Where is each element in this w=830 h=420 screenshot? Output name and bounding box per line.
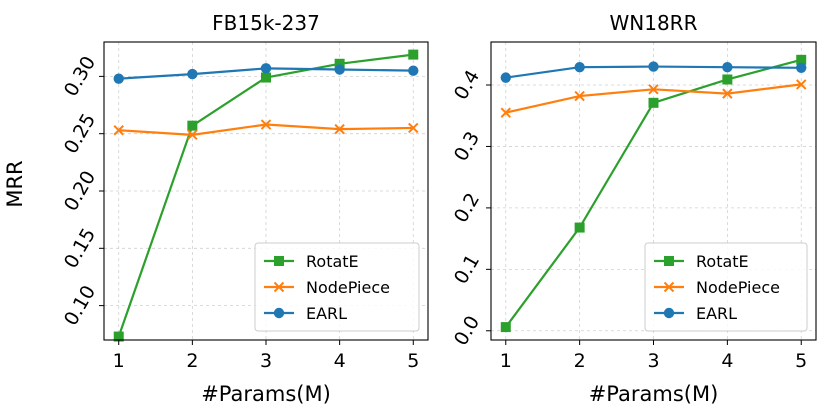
data-point [648, 97, 659, 108]
data-point [500, 72, 511, 83]
data-point [334, 58, 345, 69]
data-point [722, 88, 733, 99]
chart-fb15k-237: 1 2 3 4 5 0.10 0.15 0.20 0.25 0.30 FB15k-237 #Param… [3, 11, 429, 406]
data-point [187, 129, 198, 141]
legend-label: NodePiece [306, 278, 390, 297]
legend-label: EARL [696, 304, 737, 323]
y-tick-label: 0.0 [450, 312, 484, 349]
data-point [648, 84, 659, 95]
legend: RotatE NodePiece EARL [644, 242, 808, 332]
chart-title: WN18RR [610, 11, 698, 35]
data-point [408, 122, 419, 134]
data-point [796, 79, 807, 90]
data-point [796, 54, 807, 65]
data-point [500, 322, 511, 333]
legend: RotatE NodePiece EARL [254, 242, 420, 332]
y-tick-label: 0.15 [60, 224, 100, 272]
y-tick-label: 0.4 [450, 66, 484, 103]
data-point [796, 62, 807, 74]
legend-entry-rotate: RotatE [654, 252, 749, 271]
legend-entry-earl: EARL [264, 304, 347, 323]
series-earl [500, 61, 807, 83]
x-tick-label: 1 [500, 350, 512, 372]
data-point [648, 61, 659, 72]
legend-marker [273, 307, 285, 319]
y-axis-title: MRR [3, 160, 27, 207]
data-point [260, 63, 272, 74]
x-axis-title: #Params(M) [201, 382, 331, 406]
data-point [500, 107, 511, 118]
x-tick-label: 1 [113, 350, 125, 372]
legend-label: EARL [306, 304, 347, 323]
x-tick-label: 3 [260, 350, 272, 372]
data-point [574, 222, 585, 233]
legend-marker [274, 256, 284, 266]
series-earl [113, 63, 419, 84]
x-tick-label: 4 [721, 350, 733, 372]
legend-entry-rotate: RotatE [264, 252, 359, 271]
y-tick-label: 0.3 [450, 128, 484, 165]
data-point [113, 331, 124, 342]
y-tick-label: 0.30 [60, 53, 100, 101]
data-point [187, 68, 198, 80]
x-tick-label: 5 [795, 350, 807, 372]
data-point [574, 61, 585, 73]
legend-entry-nodepiece: NodePiece [264, 278, 390, 297]
data-point [408, 65, 419, 76]
data-point [187, 120, 198, 131]
legend-frame [644, 242, 808, 332]
legend-frame [254, 242, 420, 332]
data-point [260, 119, 272, 130]
data-point [113, 125, 124, 136]
y-tick-label: 0.25 [60, 110, 100, 158]
data-point [113, 73, 124, 84]
data-point [261, 72, 271, 83]
data-point [574, 90, 585, 102]
y-tick-label: 0.1 [450, 251, 484, 288]
legend-label: RotatE [306, 252, 359, 271]
x-tick-label: 4 [334, 350, 346, 372]
chart-title: FB15k-237 [212, 11, 320, 35]
legend-label: NodePiece [696, 278, 780, 297]
chart-wn18rr: 1 2 3 4 5 0.0 0.1 0.2 0.3 0.4 WN18RR #Params(M) Rota… [450, 11, 817, 406]
legend-marker [663, 281, 675, 293]
data-point [722, 74, 733, 85]
x-tick-label: 2 [574, 350, 586, 372]
data-point [722, 61, 733, 73]
data-point [408, 49, 419, 60]
series-rotate [113, 49, 419, 342]
data-point [334, 64, 345, 75]
data-point [334, 123, 345, 135]
legend-marker [664, 256, 674, 266]
y-tick-label: 0.10 [60, 282, 100, 330]
legend-entry-nodepiece: NodePiece [654, 278, 780, 297]
x-axis-title: #Params(M) [589, 382, 719, 406]
x-tick-label: 3 [647, 350, 659, 372]
legend-label: RotatE [696, 252, 749, 271]
series-nodepiece [500, 79, 807, 118]
legend-entry-earl: EARL [654, 304, 737, 323]
x-tick-label: 5 [407, 350, 419, 372]
y-tick-label: 0.20 [60, 167, 100, 215]
series-rotate [500, 54, 807, 333]
legend-marker [663, 307, 675, 319]
y-tick-label: 0.2 [450, 189, 484, 226]
x-tick-label: 2 [186, 350, 198, 372]
series-nodepiece [113, 119, 419, 141]
legend-marker [273, 281, 285, 293]
